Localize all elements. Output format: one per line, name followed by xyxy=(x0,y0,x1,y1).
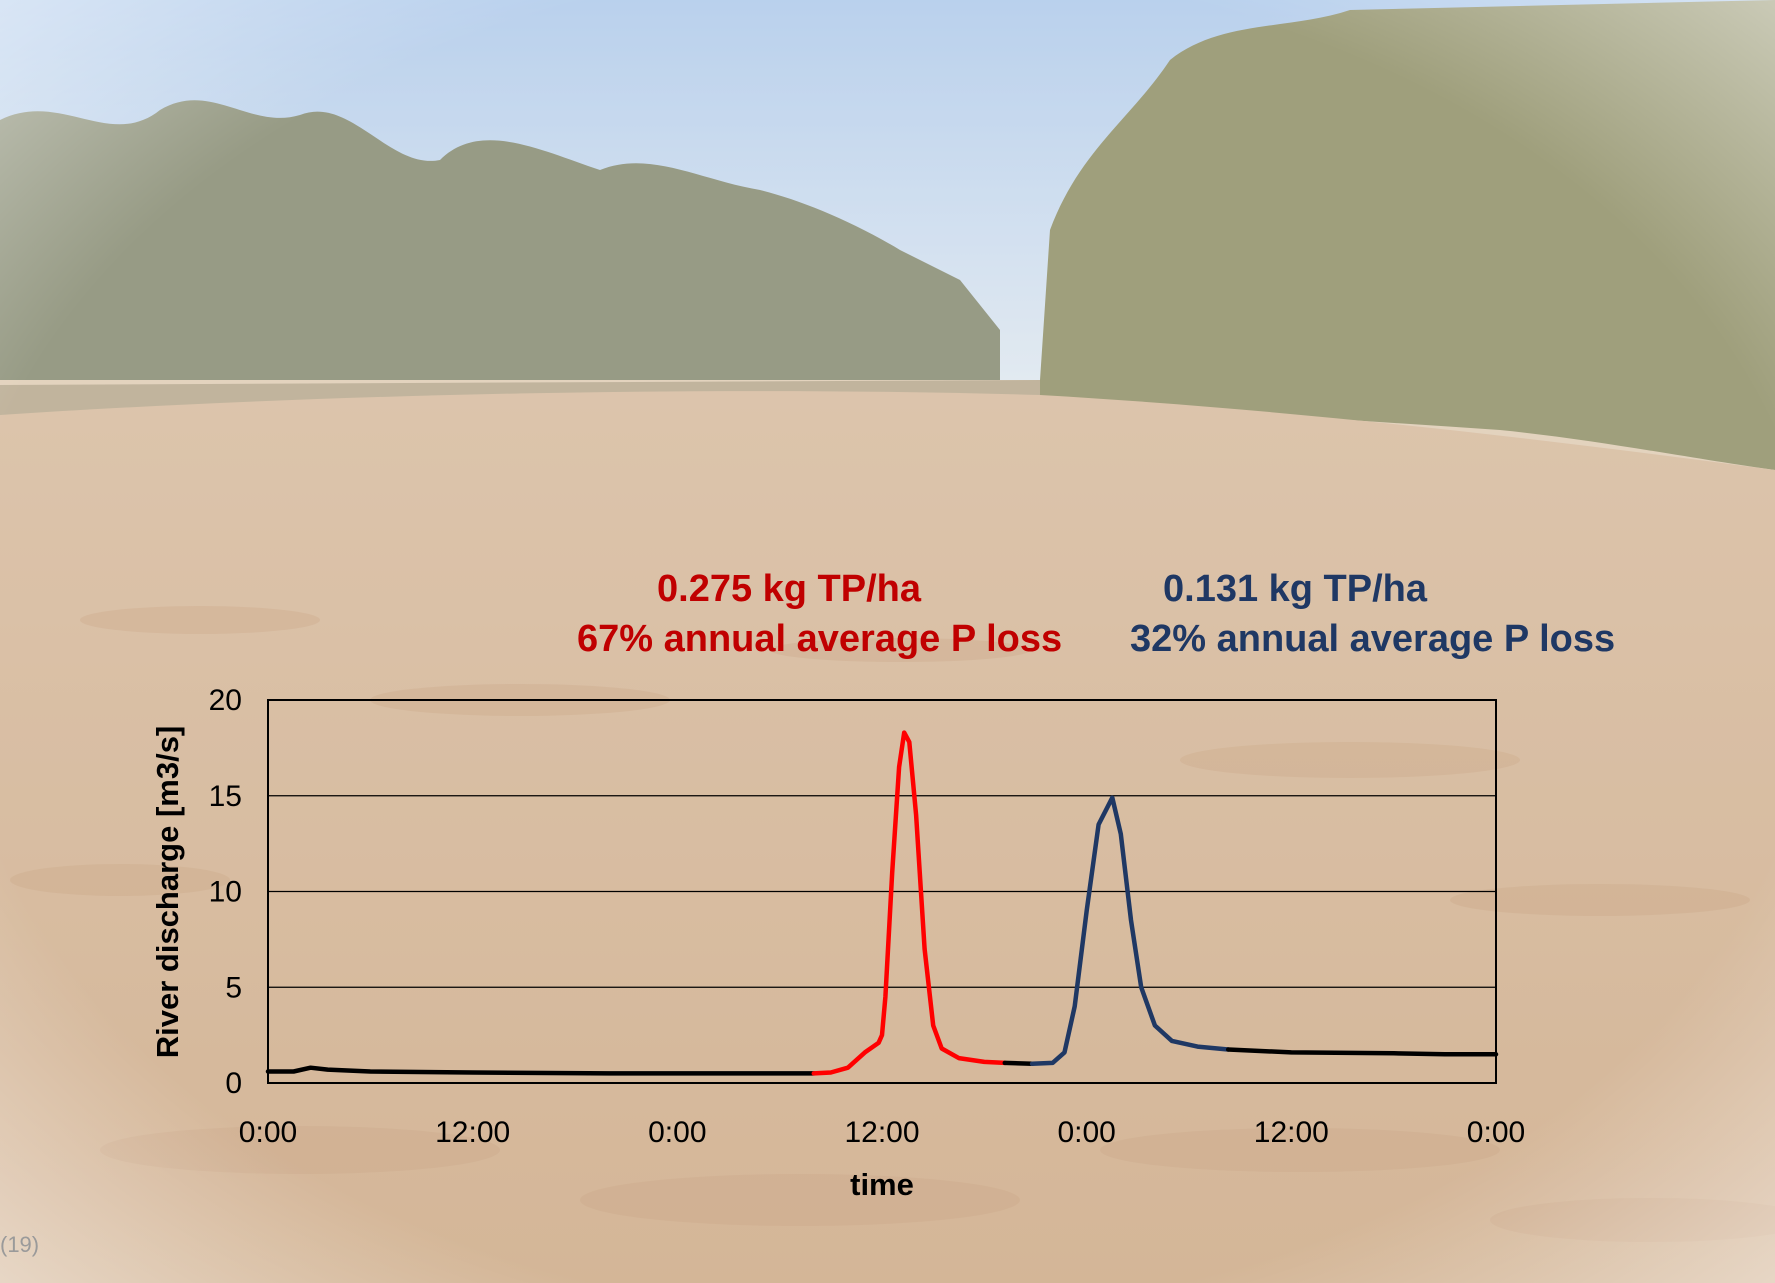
x-tick-label-0: 0:00 xyxy=(239,1116,297,1149)
y-tick-label-20: 20 xyxy=(209,684,242,717)
y-tick-label-15: 15 xyxy=(209,780,242,813)
event1-mass-label: 0.275 kg TP/ha xyxy=(657,568,922,610)
x-axis-title: time xyxy=(850,1167,914,1202)
x-tick-label-6: 0:00 xyxy=(1467,1116,1525,1149)
x-axis-ticks: 0:00 12:00 0:00 12:00 0:00 12:00 0:00 xyxy=(239,1116,1525,1149)
x-tick-label-1: 12:00 xyxy=(435,1116,510,1149)
y-axis-title: River discharge [m3/s] xyxy=(150,726,185,1059)
y-tick-label-0: 0 xyxy=(225,1067,242,1100)
series-line-4 xyxy=(1225,1047,1499,1057)
y-tick-label-5: 5 xyxy=(225,971,242,1004)
x-tick-label-4: 0:00 xyxy=(1057,1116,1115,1149)
series-line-3 xyxy=(1029,795,1231,1067)
series-group xyxy=(265,730,1499,1076)
x-tick-label-2: 0:00 xyxy=(648,1116,706,1149)
gridlines xyxy=(268,795,1496,988)
event2-share-label: 32% annual average P loss xyxy=(1130,618,1616,660)
event1-share-label: 67% annual average P loss xyxy=(577,618,1063,660)
x-tick-label-5: 12:00 xyxy=(1254,1116,1329,1149)
event2-mass-label: 0.131 kg TP/ha xyxy=(1163,568,1428,610)
series-line-2 xyxy=(1002,1060,1035,1067)
y-axis-ticks: 0 5 10 15 20 xyxy=(209,684,242,1100)
y-tick-label-10: 10 xyxy=(209,876,242,909)
series-line-0 xyxy=(265,1065,817,1076)
corner-label: (19) xyxy=(0,1232,40,1257)
x-tick-label-3: 12:00 xyxy=(844,1116,919,1149)
series-line-1 xyxy=(811,730,1008,1076)
